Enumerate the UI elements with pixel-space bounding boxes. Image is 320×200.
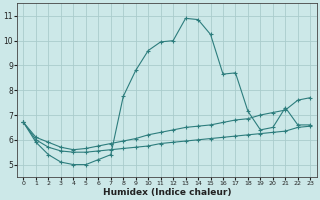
- X-axis label: Humidex (Indice chaleur): Humidex (Indice chaleur): [103, 188, 231, 197]
